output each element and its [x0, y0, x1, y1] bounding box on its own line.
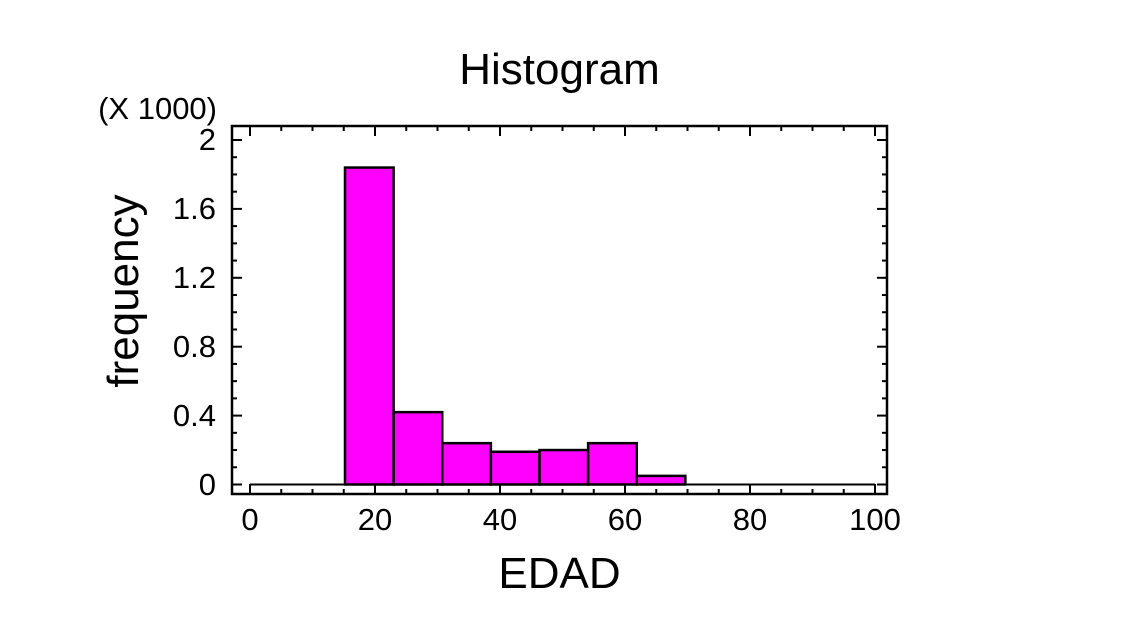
y-tick-label: 2	[198, 122, 216, 157]
x-axis-label: EDAD	[498, 549, 621, 598]
histogram-bar	[489, 450, 541, 486]
histogram-bar	[343, 166, 395, 486]
x-tick-label: 100	[849, 502, 901, 537]
y-tick-label: 0.8	[172, 328, 216, 364]
histogram-bar	[586, 441, 638, 486]
y-tick-label: 0	[198, 466, 216, 502]
x-tick-label: 0	[241, 502, 259, 537]
x-tick-label: 80	[732, 502, 768, 537]
x-tick-label: 40	[482, 502, 518, 537]
y-axis-multiplier: (X 1000)	[98, 91, 217, 126]
histogram-bar	[441, 441, 493, 486]
y-tick-label: 0.4	[172, 397, 216, 433]
chart-title: Histogram	[459, 45, 660, 94]
x-tick-label: 20	[357, 502, 393, 537]
histogram-bar	[392, 410, 444, 486]
histogram-bar	[538, 448, 590, 486]
plot-frame	[230, 124, 889, 496]
y-tick-label: 1.2	[172, 259, 216, 295]
histogram-bar	[635, 474, 687, 486]
x-tick-label: 60	[607, 502, 643, 537]
y-tick-label: 1.6	[172, 190, 216, 226]
